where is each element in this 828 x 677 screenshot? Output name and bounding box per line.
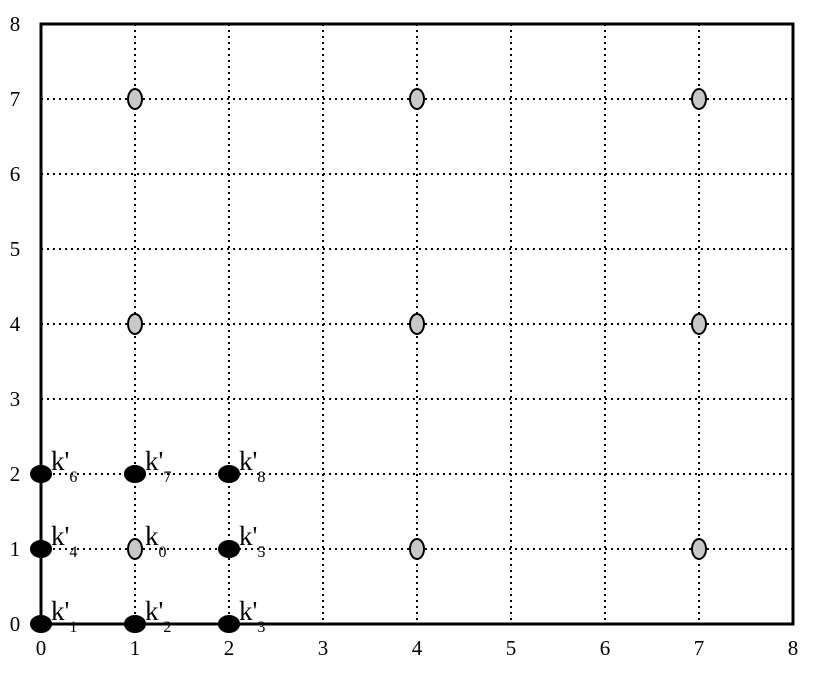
x-tick-label-3: 3 <box>318 636 329 660</box>
y-tick-label-6: 6 <box>10 162 21 186</box>
point-1-6 <box>127 88 143 110</box>
point-label-kprime3: k'3 <box>239 596 265 636</box>
point-0-6 <box>124 465 146 483</box>
point-label-kprime1: k'1 <box>51 596 77 636</box>
point-1-0 <box>127 538 143 560</box>
point-label-kprime5: k'5 <box>239 521 265 561</box>
y-tick-label-3: 3 <box>10 387 21 411</box>
point-label-kprime6: k'6 <box>51 446 77 486</box>
x-tick-label-1: 1 <box>130 636 141 660</box>
point-label-subscript: 5 <box>257 544 265 561</box>
point-label-subscript: 4 <box>69 544 77 561</box>
point-label-main: k' <box>239 596 257 626</box>
x-tick-label-4: 4 <box>412 636 423 660</box>
point-label-subscript: 7 <box>163 469 171 486</box>
point-0-0 <box>30 615 52 633</box>
point-label-main: k' <box>145 596 163 626</box>
point-label-main: k' <box>51 596 69 626</box>
y-tick-label-8: 8 <box>10 12 21 36</box>
y-tick-label-1: 1 <box>10 537 21 561</box>
point-1-1 <box>409 538 425 560</box>
x-tick-label-6: 6 <box>600 636 611 660</box>
point-label-main: k' <box>239 521 257 551</box>
point-label-main: k' <box>239 446 257 476</box>
point-0-4 <box>218 540 240 558</box>
x-tick-label-5: 5 <box>506 636 517 660</box>
point-layer <box>30 88 707 633</box>
point-label-subscript: 6 <box>69 469 77 486</box>
point-1-2 <box>691 538 707 560</box>
point-1-7 <box>409 88 425 110</box>
tick-label-layer: 0 1 2 3 4 5 6 7 8 0 1 2 3 4 5 6 7 8 <box>10 12 799 660</box>
point-label-subscript: 3 <box>257 619 265 636</box>
point-label-subscript: 8 <box>257 469 265 486</box>
point-0-7 <box>218 465 240 483</box>
point-label-kprime4: k'4 <box>51 521 77 561</box>
point-label-subscript: 2 <box>163 619 171 636</box>
point-label-layer: k'1k'2k'3k'4k'5k'6k'7k'8k0 <box>51 446 265 636</box>
point-0-2 <box>218 615 240 633</box>
point-1-8 <box>691 88 707 110</box>
point-label-subscript: 1 <box>69 619 77 636</box>
y-tick-label-4: 4 <box>10 312 21 336</box>
point-1-3 <box>127 313 143 335</box>
point-0-3 <box>30 540 52 558</box>
y-tick-label-7: 7 <box>10 87 21 111</box>
point-label-main: k' <box>145 446 163 476</box>
x-tick-label-0: 0 <box>36 636 47 660</box>
point-1-4 <box>409 313 425 335</box>
y-tick-label-5: 5 <box>10 237 21 261</box>
point-label-main: k' <box>51 521 69 551</box>
point-label-kprime2: k'2 <box>145 596 171 636</box>
plot-frame <box>39 22 795 626</box>
point-0-1 <box>124 615 146 633</box>
point-1-5 <box>691 313 707 335</box>
point-label-k0: k0 <box>145 521 167 561</box>
point-label-kprime7: k'7 <box>145 446 171 486</box>
y-tick-label-0: 0 <box>10 612 21 636</box>
point-label-kprime8: k'8 <box>239 446 265 486</box>
x-tick-label-8: 8 <box>788 636 799 660</box>
y-tick-label-2: 2 <box>10 462 21 486</box>
x-tick-label-7: 7 <box>694 636 705 660</box>
point-label-main: k <box>145 521 159 551</box>
x-tick-label-2: 2 <box>224 636 235 660</box>
point-label-main: k' <box>51 446 69 476</box>
point-0-5 <box>30 465 52 483</box>
point-label-subscript: 0 <box>159 544 167 561</box>
